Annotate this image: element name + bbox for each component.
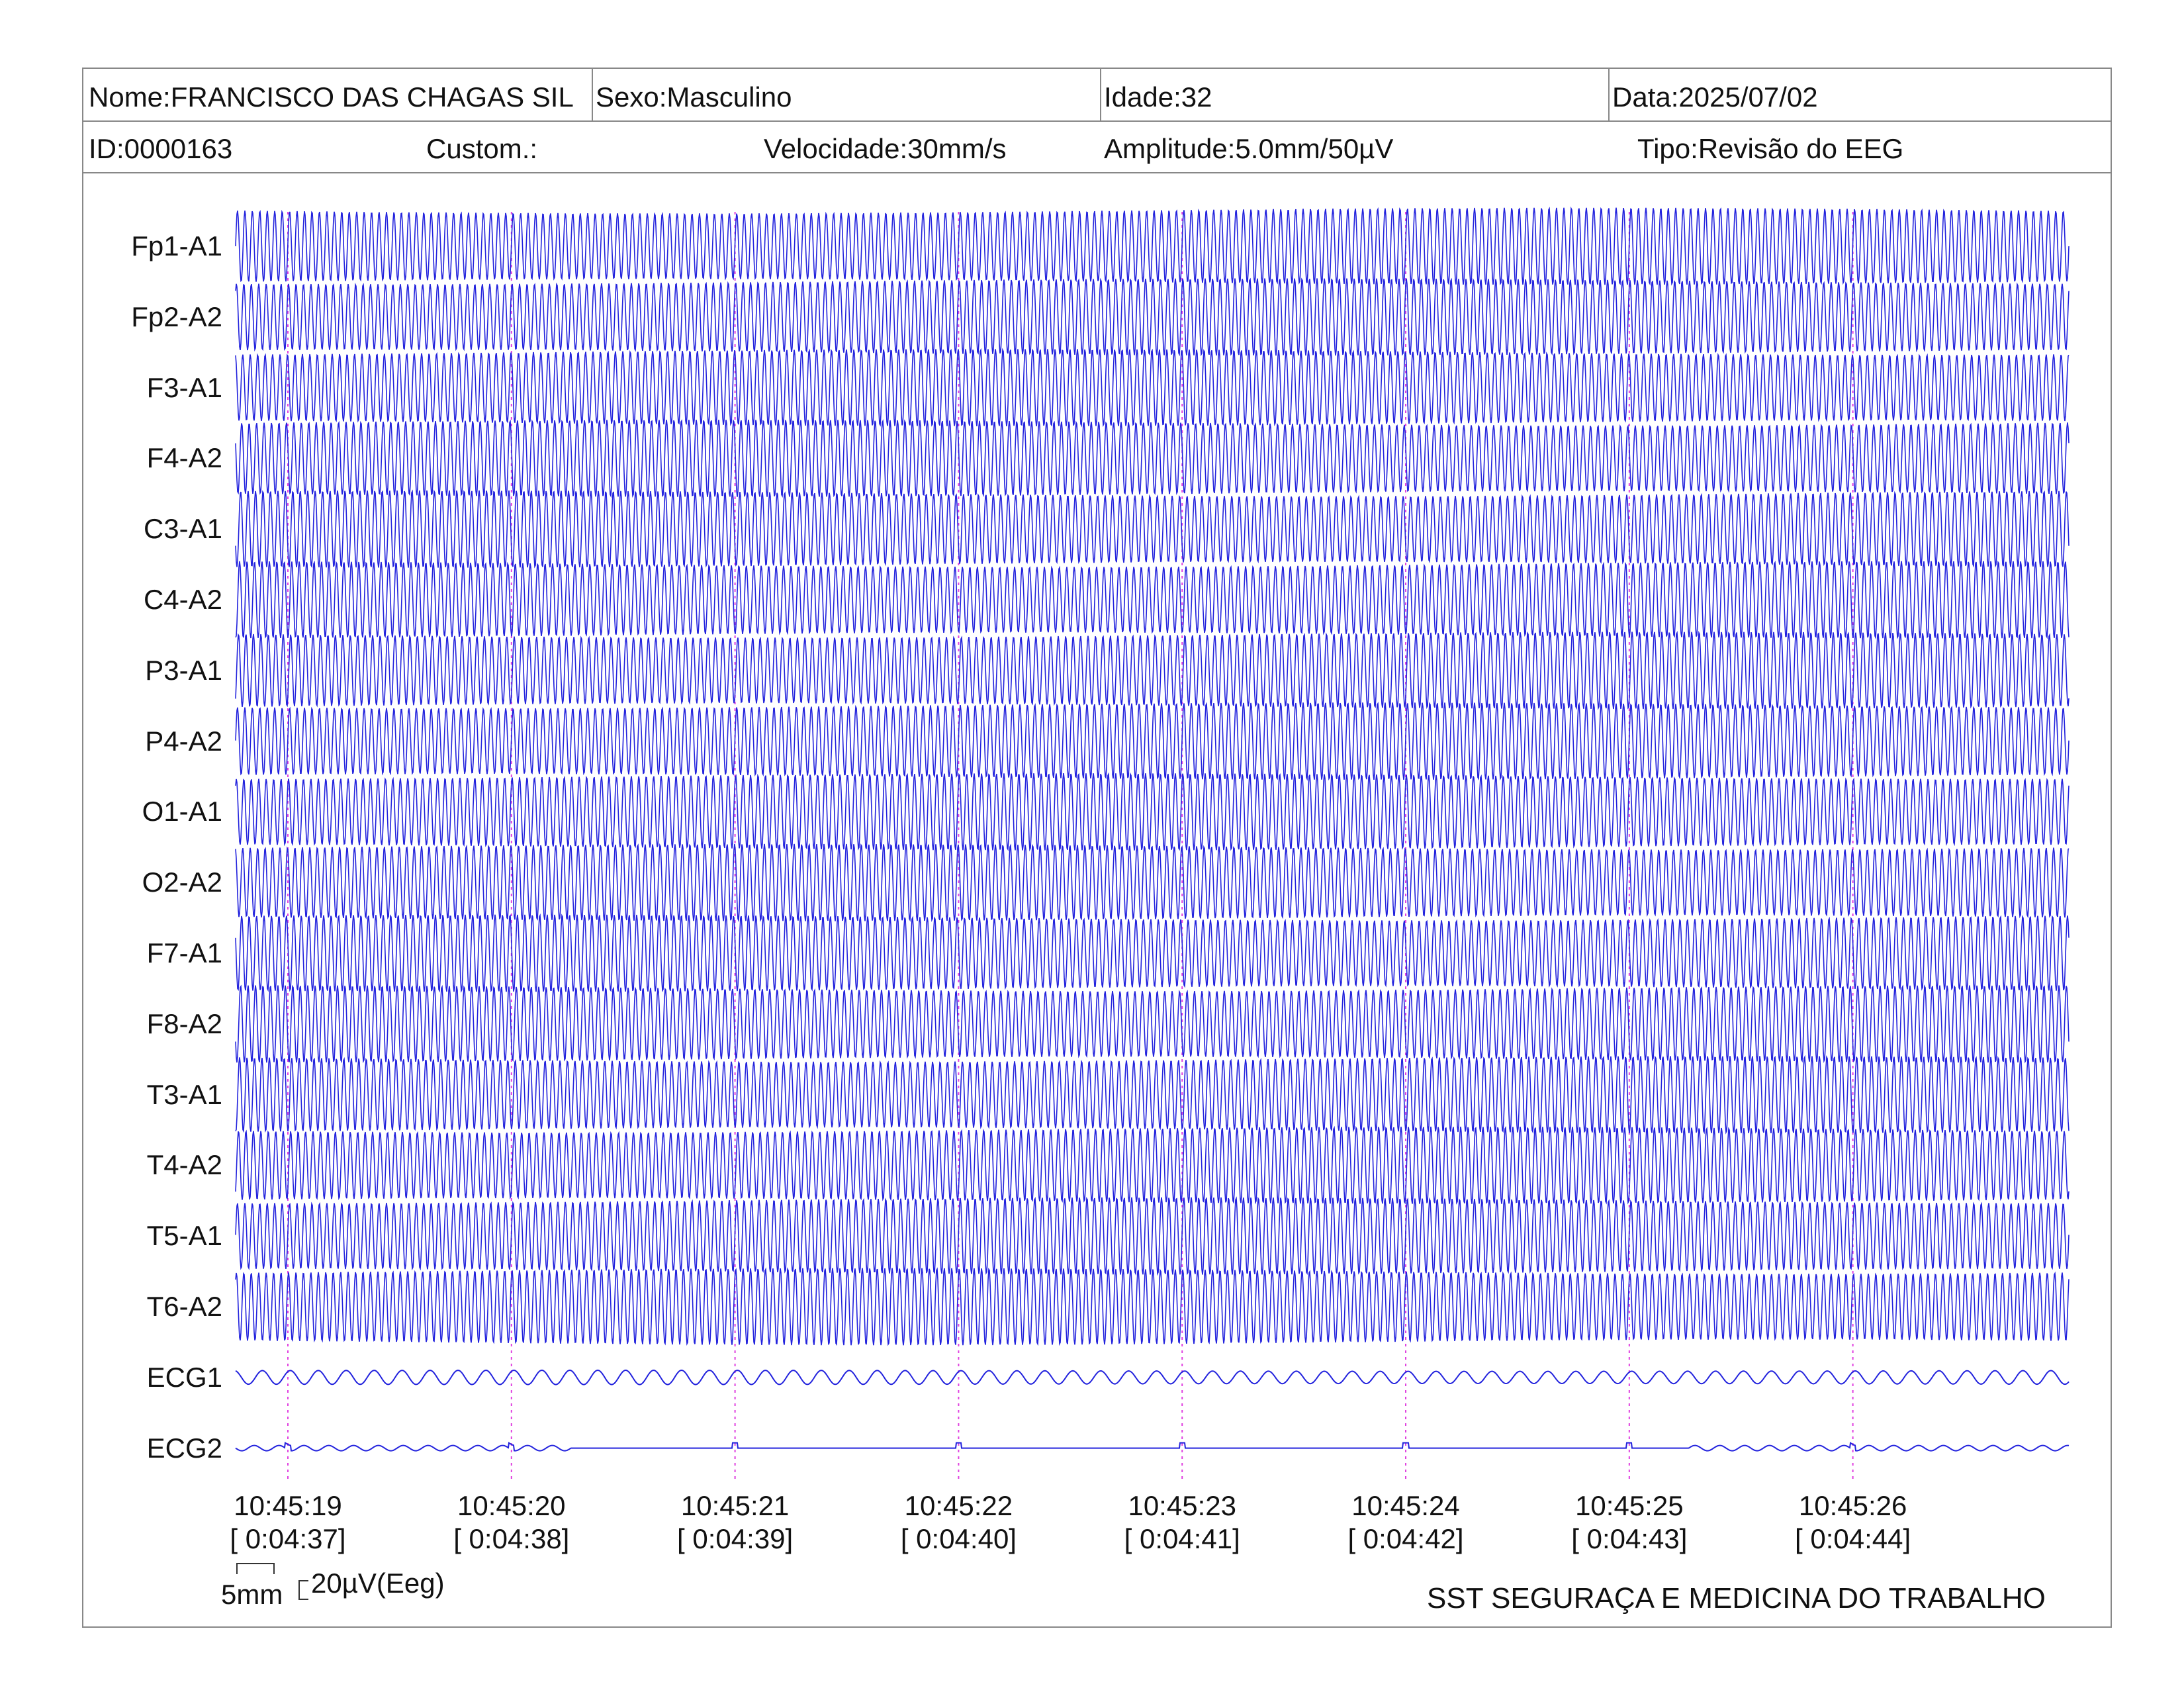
speed-setting: Velocidade:30mm/s: [764, 133, 1007, 164]
time-mark-label: 10:45:25[ 0:04:43]: [1550, 1489, 1709, 1556]
channel-trace: [235, 1125, 2070, 1205]
time-mark-clock: 10:45:19: [234, 1490, 342, 1521]
channel-label: T6-A2: [146, 1291, 222, 1322]
time-mark-label: 10:45:23[ 0:04:41]: [1103, 1489, 1261, 1556]
time-mark-clock: 10:45:22: [904, 1490, 1013, 1521]
channel-trace: [235, 489, 2070, 569]
channel-label: Fp2-A2: [131, 301, 222, 332]
exam-type: Tipo:Revisão do EEG: [1637, 133, 1904, 164]
channel-trace: [235, 206, 2070, 286]
custom-field: Custom.:: [426, 133, 538, 164]
time-mark-elapsed: [ 0:04:41]: [1124, 1523, 1240, 1554]
channel-trace: [235, 1055, 2070, 1135]
header-cell-divider: [1608, 69, 1610, 120]
time-mark-elapsed: [ 0:04:37]: [230, 1523, 346, 1554]
channel-trace: [235, 772, 2070, 852]
channel-trace: [235, 1267, 2070, 1346]
header-cell-divider: [1100, 69, 1101, 120]
channel-trace: [235, 1369, 2070, 1385]
time-mark-label: 10:45:24[ 0:04:42]: [1326, 1489, 1485, 1556]
channel-label: F3-A1: [146, 371, 222, 403]
time-mark-label: 10:45:21[ 0:04:39]: [656, 1489, 815, 1556]
channel-label: F4-A2: [146, 442, 222, 474]
channel-label: F7-A1: [146, 937, 222, 968]
channel-label: C3-A1: [143, 513, 222, 545]
channel-trace: [235, 984, 2070, 1064]
time-mark-elapsed: [ 0:04:44]: [1795, 1523, 1911, 1554]
time-mark-clock: 10:45:26: [1798, 1490, 1907, 1521]
channel-label: F8-A2: [146, 1008, 222, 1039]
channel-label: T5-A1: [146, 1220, 222, 1252]
time-mark-elapsed: [ 0:04:40]: [900, 1523, 1017, 1554]
channel-trace: [235, 843, 2070, 923]
channel-label: T4-A2: [146, 1149, 222, 1181]
time-mark-clock: 10:45:20: [457, 1490, 566, 1521]
header-divider: [83, 120, 2111, 122]
channel-trace: [235, 630, 2070, 710]
time-mark-label: 10:45:22[ 0:04:40]: [879, 1489, 1038, 1556]
time-mark-clock: 10:45:24: [1351, 1490, 1460, 1521]
time-mark-elapsed: [ 0:04:42]: [1347, 1523, 1464, 1554]
patient-sex: Sexo:Masculino: [596, 81, 792, 113]
channel-label: Fp1-A1: [131, 230, 222, 261]
calibration-time-bar: [236, 1563, 275, 1574]
channel-trace: [235, 560, 2070, 640]
channel-label: ECG1: [146, 1361, 222, 1393]
channel-trace: [235, 419, 2070, 498]
channel-label: T3-A1: [146, 1078, 222, 1110]
time-mark-clock: 10:45:25: [1575, 1490, 1684, 1521]
time-mark-elapsed: [ 0:04:43]: [1571, 1523, 1688, 1554]
channel-label: O1-A1: [142, 796, 222, 827]
time-mark-elapsed: [ 0:04:39]: [677, 1523, 794, 1554]
header-bottom-border: [83, 172, 2111, 173]
channel-trace: [235, 1441, 2070, 1452]
channel-label: P3-A1: [145, 654, 222, 686]
time-mark-label: 10:45:19[ 0:04:37]: [208, 1489, 367, 1556]
channel-trace: [235, 348, 2070, 428]
time-mark-elapsed: [ 0:04:38]: [453, 1523, 570, 1554]
channel-label: C4-A2: [143, 584, 222, 615]
patient-age: Idade:32: [1104, 81, 1212, 113]
exam-date: Data:2025/07/02: [1612, 81, 1818, 113]
channel-trace: [235, 702, 2070, 781]
time-mark-label: 10:45:26[ 0:04:44]: [1774, 1489, 1933, 1556]
amplitude-setting: Amplitude:5.0mm/50µV: [1104, 133, 1394, 164]
footer-company: SST SEGURAÇA E MEDICINA DO TRABALHO: [1427, 1582, 2046, 1615]
time-mark-clock: 10:45:21: [680, 1490, 790, 1521]
channel-label: P4-A2: [145, 725, 222, 757]
patient-id: ID:0000163: [89, 133, 233, 164]
time-mark-clock: 10:45:23: [1128, 1490, 1236, 1521]
channel-trace: [235, 277, 2070, 357]
channel-label: ECG2: [146, 1432, 222, 1464]
channel-label: O2-A2: [142, 867, 222, 898]
calibration-amplitude-label: 20µV(Eeg): [311, 1568, 445, 1599]
patient-name: Nome:FRANCISCO DAS CHAGAS SIL: [89, 81, 574, 113]
time-mark-label: 10:45:20[ 0:04:38]: [432, 1489, 591, 1556]
header-cell-divider: [592, 69, 593, 120]
calibration-amplitude-bar: [298, 1580, 308, 1600]
calibration-time-label: 5mm: [221, 1579, 283, 1610]
report-frame: Nome:FRANCISCO DAS CHAGAS SIL Sexo:Mascu…: [82, 68, 2112, 1628]
channel-trace: [235, 1196, 2070, 1276]
channel-trace: [235, 913, 2070, 994]
